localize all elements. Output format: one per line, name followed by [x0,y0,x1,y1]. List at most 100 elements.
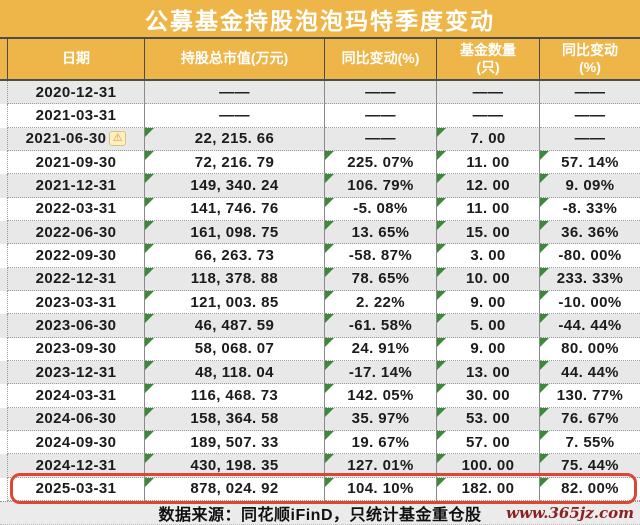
cell-market-value[interactable]: 430, 198. 35 [145,454,325,478]
cell-yoy-count[interactable]: 44. 44% [540,360,640,385]
cell-fund-count[interactable]: 100. 00 [437,454,540,478]
cell-yoy-count[interactable]: -80. 00% [540,244,640,268]
cell-fund-count[interactable]: 9. 00 [437,290,540,315]
cell-yoy-value[interactable]: 78. 65% [325,267,437,291]
cell-fund-count[interactable]: 30. 00 [437,384,540,408]
cell-market-value[interactable]: 66, 263. 73 [145,244,325,268]
cell-market-value[interactable]: 118, 378. 88 [145,267,325,291]
warning-icon[interactable]: ⚠ [109,131,127,147]
cell-fund-count[interactable]: —— [437,81,540,105]
green-corner-indicator-icon [325,337,334,347]
cell-yoy-value[interactable]: 225. 07% [325,150,437,175]
cell-yoy-value[interactable]: 127. 01% [325,454,437,478]
cell-yoy-value[interactable]: 19. 67% [325,430,437,455]
cell-yoy-count[interactable]: 9. 09% [540,174,640,198]
cell-yoy-value[interactable]: -58. 87% [325,244,437,268]
cell-yoy-count[interactable]: —— [540,81,640,105]
cell-market-value[interactable]: 48, 118. 04 [145,360,325,385]
cell-date[interactable]: 2021-09-30 [7,150,145,175]
cell-fund-count[interactable]: 53. 00 [437,407,540,431]
cell-yoy-value[interactable]: 104. 10% [325,477,437,501]
cell-fund-count[interactable]: 12. 00 [437,174,540,198]
cell-date[interactable]: 2022-03-31 [7,197,145,221]
cell-date[interactable]: 2023-09-30 [7,337,145,361]
cell-fund-count[interactable]: 13. 00 [437,360,540,385]
cell-date[interactable]: 2025-03-31 [7,477,145,501]
cell-yoy-value[interactable]: —— [325,81,437,105]
cell-date[interactable]: 2022-09-30 [7,244,145,268]
cell-yoy-value[interactable]: —— [325,127,437,151]
column-header-date[interactable]: 日期 [7,39,145,79]
cell-market-value[interactable]: 878, 024. 92 [145,477,325,501]
cell-date[interactable]: 2021-06-30 ⚠ [7,127,145,151]
cell-text: 116, 468. 73 [190,386,279,404]
cell-fund-count[interactable]: 15. 00 [437,220,540,245]
column-header-market-value[interactable]: 持股总市值(万元) [145,39,325,79]
cell-yoy-value[interactable]: 106. 79% [325,174,437,198]
cell-text: —— [365,130,396,148]
cell-yoy-count[interactable]: —— [540,128,640,151]
cell-fund-count[interactable]: 11. 00 [437,197,540,221]
cell-yoy-count[interactable]: -10. 00% [540,290,640,315]
cell-yoy-count[interactable]: -8. 33% [540,197,640,221]
cell-yoy-value[interactable]: 13. 65% [325,220,437,245]
cell-date[interactable]: 2023-12-31 [7,360,145,385]
cell-market-value[interactable]: 72, 216. 79 [145,150,325,175]
cell-market-value[interactable]: 58, 068. 07 [145,337,325,361]
cell-date[interactable]: 2024-09-30 [7,430,145,455]
cell-date[interactable]: 2024-12-31 [7,454,145,478]
cell-fund-count[interactable]: 5. 00 [437,314,540,338]
cell-fund-count[interactable]: 11. 00 [437,150,540,175]
cell-yoy-count[interactable]: 76. 67% [540,407,640,431]
column-header-yoy-value[interactable]: 同比变动(%) [325,39,437,79]
cell-yoy-count[interactable]: 75. 44% [540,454,640,478]
cell-date[interactable]: 2021-03-31 [7,104,145,128]
cell-market-value[interactable]: 116, 468. 73 [145,384,325,408]
cell-yoy-count[interactable]: 82. 00% [540,477,640,501]
cell-yoy-count[interactable]: 233. 33% [540,267,640,291]
cell-date[interactable]: 2023-06-30 [7,314,145,338]
cell-fund-count[interactable]: 9. 00 [437,337,540,361]
cell-market-value[interactable]: —— [145,104,325,128]
cell-date[interactable]: 2024-03-31 [7,384,145,408]
cell-yoy-count[interactable]: 80. 00% [540,337,640,361]
cell-yoy-count[interactable]: -44. 44% [540,314,640,338]
cell-yoy-count[interactable]: 36. 36% [540,220,640,245]
cell-date[interactable]: 2022-12-31 [7,267,145,291]
cell-fund-count[interactable]: 57. 00 [437,430,540,455]
cell-date[interactable]: 2022-06-30 [7,220,145,245]
cell-yoy-value[interactable]: 24. 91% [325,337,437,361]
cell-market-value[interactable]: 189, 507. 33 [145,430,325,455]
cell-yoy-count[interactable]: 7. 55% [540,430,640,455]
cell-market-value[interactable]: 46, 487. 59 [145,314,325,338]
cell-market-value[interactable]: 158, 364. 58 [145,407,325,431]
cell-yoy-value[interactable]: 142. 05% [325,384,437,408]
cell-yoy-value[interactable]: 35. 97% [325,407,437,431]
cell-yoy-value[interactable]: -17. 14% [325,360,437,385]
cell-market-value[interactable]: 121, 003. 85 [145,290,325,315]
column-header-yoy-count[interactable]: 同比变动 (%) [562,41,618,76]
cell-market-value[interactable]: —— [145,81,325,105]
cell-fund-count[interactable]: 182. 00 [437,477,540,501]
cell-date[interactable]: 2021-12-31 [7,174,145,198]
cell-yoy-value[interactable]: -5. 08% [325,197,437,221]
cell-yoy-count[interactable]: 130. 77% [540,384,640,408]
cell-date[interactable]: 2023-03-31 [7,290,145,315]
cell-market-value[interactable]: 141, 746. 76 [145,197,325,221]
cell-date[interactable]: 2020-12-31 [7,81,145,105]
cell-market-value[interactable]: 22, 215. 66 [145,127,325,151]
cell-market-value[interactable]: 161, 098. 75 [145,220,325,245]
cell-yoy-value[interactable]: 2. 22% [325,290,437,315]
cell-fund-count[interactable]: 7. 00 [437,127,540,151]
cell-fund-count[interactable]: 3. 00 [437,244,540,268]
cell-fund-count[interactable]: 10. 00 [437,267,540,291]
cell-yoy-value[interactable]: —— [325,104,437,128]
cell-date[interactable]: 2024-06-30 [7,407,145,431]
cell-yoy-value[interactable]: -61. 58% [325,314,437,338]
cell-yoy-count[interactable]: —— [540,104,640,128]
cell-fund-count[interactable]: —— [437,104,540,128]
cell-yoy-count[interactable]: 57. 14% [540,150,640,175]
column-header-fund-count[interactable]: 基金数量 (只) [437,39,540,79]
cell-text: 5. 00 [470,316,506,334]
cell-market-value[interactable]: 149, 340. 24 [145,174,325,198]
